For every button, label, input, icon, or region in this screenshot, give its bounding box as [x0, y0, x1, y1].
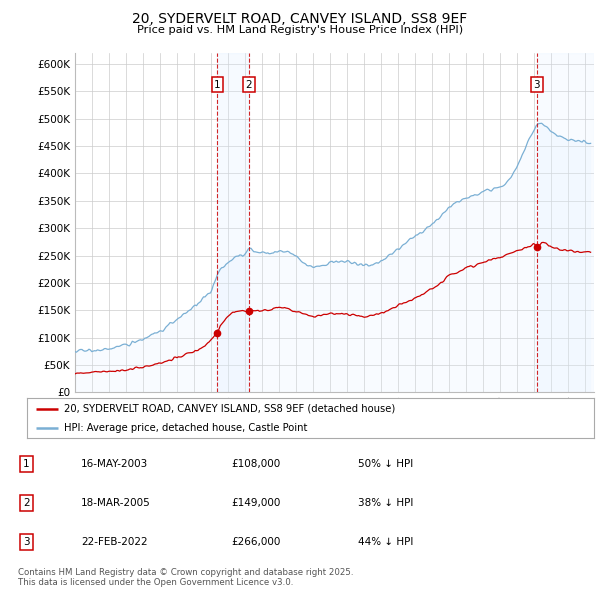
Text: 16-MAY-2003: 16-MAY-2003: [81, 459, 148, 469]
Text: 18-MAR-2005: 18-MAR-2005: [81, 498, 151, 508]
Bar: [536, 53, 594, 392]
Text: £149,000: £149,000: [231, 498, 280, 508]
Text: Price paid vs. HM Land Registry's House Price Index (HPI): Price paid vs. HM Land Registry's House …: [137, 25, 463, 35]
Text: 38% ↓ HPI: 38% ↓ HPI: [358, 498, 413, 508]
Text: £108,000: £108,000: [231, 459, 280, 469]
Text: 3: 3: [533, 80, 540, 90]
Text: 20, SYDERVELT ROAD, CANVEY ISLAND, SS8 9EF (detached house): 20, SYDERVELT ROAD, CANVEY ISLAND, SS8 9…: [64, 404, 395, 414]
Text: 1: 1: [23, 459, 30, 469]
Text: 2: 2: [23, 498, 30, 508]
Text: 1: 1: [214, 80, 221, 90]
Bar: [217, 53, 249, 392]
Text: Contains HM Land Registry data © Crown copyright and database right 2025.
This d: Contains HM Land Registry data © Crown c…: [18, 568, 353, 587]
Text: 2: 2: [245, 80, 252, 90]
Text: 50% ↓ HPI: 50% ↓ HPI: [358, 459, 413, 469]
Text: £266,000: £266,000: [231, 537, 280, 547]
Text: 22-FEB-2022: 22-FEB-2022: [81, 537, 148, 547]
Text: 44% ↓ HPI: 44% ↓ HPI: [358, 537, 413, 547]
Text: HPI: Average price, detached house, Castle Point: HPI: Average price, detached house, Cast…: [64, 423, 307, 432]
Text: 3: 3: [23, 537, 30, 547]
Text: 20, SYDERVELT ROAD, CANVEY ISLAND, SS8 9EF: 20, SYDERVELT ROAD, CANVEY ISLAND, SS8 9…: [133, 12, 467, 26]
